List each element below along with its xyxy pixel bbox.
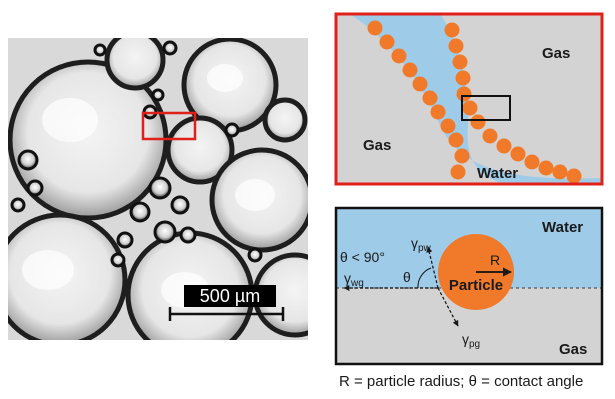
water-channel	[350, 14, 602, 184]
theta-condition-label: θ < 90°	[340, 249, 385, 265]
particle	[482, 128, 498, 144]
contact-angle-panel: R Particle θ θ < 90° γpw γwg γpg Water G…	[334, 206, 604, 366]
scale-bar-label-bg	[184, 285, 276, 307]
theta-arc	[417, 267, 432, 289]
particle	[379, 34, 395, 50]
particle-label: Particle	[449, 277, 503, 294]
particle	[430, 104, 446, 120]
zoom-gas-left-label: Gas	[363, 137, 391, 154]
zoom-water-label: Water	[477, 165, 518, 182]
contact-water-label: Water	[542, 219, 583, 236]
particle	[452, 54, 468, 70]
gamma-pw-label: γpw	[411, 235, 432, 254]
theta-label: θ	[403, 269, 411, 285]
particle-chain-right	[444, 22, 582, 184]
particle	[448, 132, 464, 148]
figure-caption: R = particle radius; θ = contact angle	[339, 373, 584, 390]
radius-label: R	[490, 252, 500, 268]
gamma-pw-arrow	[426, 246, 439, 289]
particle	[552, 164, 568, 180]
gamma-pg-label: γpg	[462, 331, 480, 350]
zoom-panel: Gas Gas Water	[334, 12, 604, 186]
particle	[450, 164, 466, 180]
particle	[412, 76, 428, 92]
zoom-region-box	[141, 111, 197, 141]
scale-bar-label: 500 µm	[200, 286, 260, 306]
particle	[448, 38, 464, 54]
particle	[470, 114, 486, 130]
gamma-wg-label: γwg	[344, 270, 364, 289]
particle	[566, 168, 582, 184]
foam-micrograph	[8, 38, 308, 340]
particle	[538, 160, 554, 176]
particle	[402, 62, 418, 78]
particle	[462, 100, 478, 116]
zoom-gas-right-label: Gas	[542, 45, 570, 62]
scale-bar	[168, 307, 285, 321]
particle	[510, 146, 526, 162]
particle	[524, 154, 540, 170]
particle	[454, 148, 470, 164]
particle	[496, 138, 512, 154]
particle	[422, 90, 438, 106]
particle	[391, 48, 407, 64]
particle	[367, 20, 383, 36]
particle	[440, 118, 456, 134]
particle-chain-left	[367, 20, 470, 180]
detail-region-box	[461, 95, 511, 121]
particle	[455, 70, 471, 86]
particle	[444, 22, 460, 38]
gamma-pg-arrow	[437, 287, 459, 327]
particle	[456, 86, 472, 102]
contact-gas-label: Gas	[559, 341, 587, 358]
